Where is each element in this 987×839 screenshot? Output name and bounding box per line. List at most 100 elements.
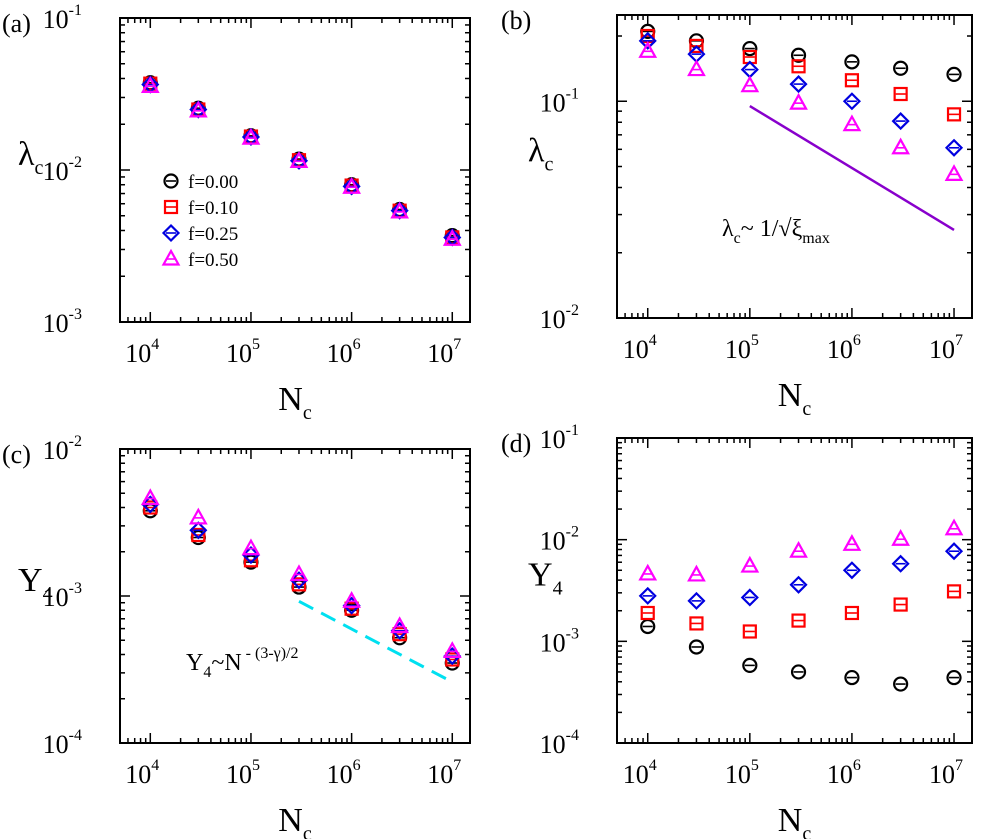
y-tick-label: 10-4 <box>540 727 579 759</box>
legend: f=0.00 f=0.10 f=0.25 f=0.50 <box>161 172 238 271</box>
y-tick-exponent: -2 <box>69 154 82 171</box>
data-point <box>844 669 860 686</box>
y-tick-label: 10-3 <box>43 306 82 338</box>
data-point <box>191 527 206 543</box>
x-tick-exponent: 6 <box>353 336 361 353</box>
x-tick-label: 106 <box>327 757 361 789</box>
data-point <box>189 521 208 540</box>
x-tick-label: 107 <box>929 332 963 364</box>
x-tick-exponent: 6 <box>353 757 361 774</box>
y-tick-exponent: -2 <box>566 524 579 541</box>
data-point <box>790 664 807 680</box>
y-tick-base: 10 <box>540 628 566 657</box>
data-point <box>390 201 410 219</box>
x-tick-base: 10 <box>427 339 453 368</box>
legend-label: f=0.50 <box>188 250 238 271</box>
y-axis-label-main: λ <box>528 133 545 170</box>
x-tick-label: 104 <box>125 336 159 368</box>
data-point <box>689 38 704 54</box>
data-point <box>689 616 704 631</box>
x-tick-label: 107 <box>929 757 963 789</box>
y-tick-base: 10 <box>540 425 566 454</box>
x-tick-exponent: 4 <box>649 757 657 774</box>
series-f0 <box>640 618 962 692</box>
x-axis-label-sub: c <box>802 823 811 839</box>
x-tick-label: 106 <box>827 757 861 789</box>
data-point <box>241 545 261 565</box>
x-axis-label: Nc <box>778 802 812 839</box>
series-f10 <box>640 584 962 639</box>
series-f50 <box>638 41 964 181</box>
legend-label: f=0.10 <box>188 198 238 219</box>
x-axis-label-sub: c <box>303 402 312 424</box>
y-tick-label: 10-1 <box>540 85 579 117</box>
y-tick-label: 10-3 <box>540 625 579 657</box>
data-point <box>688 639 705 655</box>
x-tick-base: 10 <box>827 760 853 789</box>
x-tick-exponent: 5 <box>751 332 759 349</box>
annot-mid: ~N <box>211 650 241 676</box>
y-tick-exponent: -3 <box>69 306 82 323</box>
data-point <box>442 229 462 246</box>
y-tick-label: 10-2 <box>540 524 579 556</box>
data-point <box>946 584 962 599</box>
series-f50 <box>140 76 462 246</box>
y-tick-exponent: -1 <box>69 2 82 19</box>
data-point <box>638 41 658 58</box>
legend-marker <box>161 223 181 243</box>
y-tick-exponent: -2 <box>69 433 82 450</box>
x-tick-label: 107 <box>427 757 461 789</box>
x-axis-label-sub: c <box>303 823 312 839</box>
x-axis-label-main: N <box>278 381 303 418</box>
data-point <box>946 107 962 122</box>
x-tick-base: 10 <box>929 760 955 789</box>
data-point <box>842 114 862 132</box>
x-tick-base: 10 <box>226 339 252 368</box>
panel-label: (b) <box>501 6 531 35</box>
data-point <box>241 127 261 145</box>
y-axis-label-sub: c <box>545 154 554 176</box>
annot-mid: ~ 1/√ξ <box>741 216 803 242</box>
x-axis-label: Nc <box>278 381 312 424</box>
x-tick-label: 104 <box>125 757 159 789</box>
y-tick-exponent: -4 <box>566 727 579 744</box>
data-point <box>188 100 208 118</box>
data-point <box>188 507 208 525</box>
data-point <box>342 177 361 196</box>
x-tick-exponent: 5 <box>252 336 260 353</box>
legend-label: f=0.25 <box>188 224 238 245</box>
x-tick-base: 10 <box>226 760 252 789</box>
annot-sub: max <box>802 230 830 247</box>
data-point <box>944 542 964 561</box>
y-axis-label-main: λ <box>18 136 35 173</box>
x-tick-label: 107 <box>427 336 461 368</box>
fit-annotation: λc~ 1/√ξmax <box>722 216 830 247</box>
legend-label: f=0.00 <box>188 172 238 193</box>
data-point <box>687 59 706 77</box>
x-tick-base: 10 <box>929 335 955 364</box>
y-tick-exponent: -3 <box>69 580 82 597</box>
y-tick-label: 10-1 <box>540 422 579 454</box>
x-tick-base: 10 <box>725 760 751 789</box>
y-tick-base: 10 <box>43 436 69 465</box>
data-point <box>844 54 860 70</box>
x-tick-exponent: 6 <box>853 332 861 349</box>
x-tick-label: 104 <box>623 757 657 789</box>
x-axis-label-sub: c <box>802 398 811 420</box>
x-tick-base: 10 <box>827 335 853 364</box>
data-point <box>891 554 910 573</box>
data-point <box>791 613 806 628</box>
fit-line <box>749 105 955 231</box>
y-tick-base: 10 <box>43 157 69 186</box>
y-tick-label: 10-4 <box>43 727 82 759</box>
panel-label: (a) <box>2 9 31 38</box>
y-axis-label: Y4 <box>528 557 563 600</box>
series-f25 <box>638 31 964 157</box>
x-tick-label: 105 <box>725 757 759 789</box>
x-tick-label: 104 <box>623 332 657 364</box>
data-point <box>893 86 908 102</box>
annot-sub: 4 <box>203 664 211 681</box>
y-tick-exponent: -1 <box>566 85 579 102</box>
y-tick-base: 10 <box>43 309 69 338</box>
